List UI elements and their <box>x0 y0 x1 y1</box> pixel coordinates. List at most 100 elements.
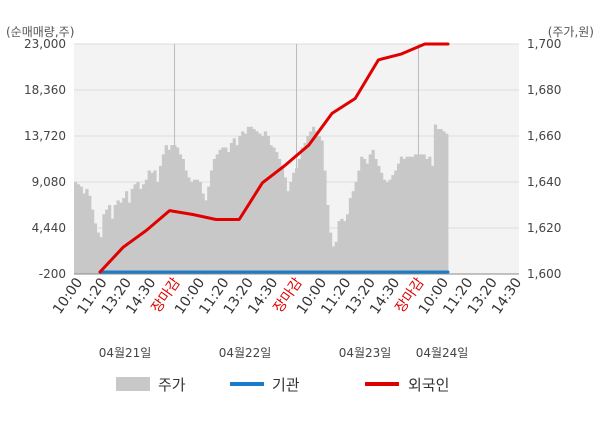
price-bar <box>122 198 126 274</box>
price-bar <box>96 232 100 274</box>
price-bar <box>411 156 415 274</box>
price-bar <box>246 126 251 274</box>
right-tick-label: 1,600 <box>527 267 561 281</box>
price-bar <box>312 126 316 274</box>
price-bar <box>280 168 285 274</box>
price-bar <box>85 188 89 274</box>
price-bar <box>156 182 160 274</box>
price-bar <box>252 129 256 274</box>
price-bar <box>204 200 208 274</box>
price-bar <box>408 156 412 274</box>
price-bar <box>422 154 426 274</box>
price-bar <box>337 221 341 274</box>
price-bar <box>382 179 387 274</box>
legend: 주가 기관 외국인 <box>116 376 449 394</box>
price-bar <box>235 145 239 274</box>
price-bar <box>113 205 117 274</box>
legend-swatch-price <box>116 377 150 391</box>
price-bar <box>329 232 333 274</box>
price-bar <box>263 131 268 274</box>
price-bar <box>436 129 440 274</box>
price-bar <box>241 131 245 274</box>
price-bar <box>331 246 336 274</box>
legend-label-foreign: 외국인 <box>408 376 449 394</box>
left-tick-label: 9,080 <box>32 175 66 189</box>
price-bar <box>439 129 443 274</box>
price-bar <box>258 133 262 274</box>
price-bar <box>227 152 231 274</box>
price-bar <box>363 159 367 274</box>
price-bar <box>317 136 321 274</box>
price-bar <box>144 179 149 274</box>
price-bar <box>419 154 423 274</box>
price-bar <box>201 193 205 274</box>
price-bar <box>110 218 115 274</box>
price-bar <box>269 145 273 274</box>
price-bar <box>218 149 222 274</box>
price-bar <box>125 191 129 274</box>
right-tick-label: 1,680 <box>527 83 561 97</box>
price-bar <box>371 149 375 274</box>
left-tick-label: 13,720 <box>24 129 66 143</box>
price-bar <box>215 154 219 274</box>
price-bar <box>442 131 446 274</box>
price-bar <box>343 221 347 274</box>
price-bar <box>116 200 120 274</box>
date-label: 04월21일 <box>99 346 152 360</box>
price-bar <box>314 131 319 274</box>
price-bar <box>238 136 242 274</box>
price-bar <box>136 182 140 274</box>
date-label: 04월24일 <box>416 346 469 360</box>
price-bar <box>91 209 95 274</box>
price-bar <box>306 136 310 274</box>
price-bar <box>368 154 372 274</box>
price-bar <box>433 124 438 274</box>
price-bar <box>374 159 378 274</box>
price-bar <box>266 136 270 274</box>
price-bar <box>297 159 302 274</box>
date-labels: 04월21일 04월22일 04월23일 04월24일 <box>99 346 469 360</box>
price-bar <box>105 209 109 274</box>
right-axis-unit-label: (주가,원) <box>548 25 594 39</box>
price-bar <box>76 184 81 274</box>
price-bar <box>360 156 364 274</box>
price-bar <box>303 142 307 274</box>
price-bar <box>193 179 197 274</box>
legend-swatch-institution <box>230 382 264 386</box>
left-tick-label: -200 <box>39 267 66 281</box>
price-bar <box>399 156 404 274</box>
price-bar <box>326 205 330 274</box>
price-bar <box>431 165 435 274</box>
price-bar <box>380 172 384 274</box>
left-axis-unit-label: (순매매량,주) <box>6 25 74 39</box>
price-bar <box>232 138 236 274</box>
price-bar <box>289 182 293 274</box>
price-bar <box>283 177 287 274</box>
price-bar <box>187 177 191 274</box>
price-bar <box>142 184 146 274</box>
price-bar <box>190 182 194 274</box>
left-tick-label: 4,440 <box>32 221 66 235</box>
price-bar <box>354 182 358 274</box>
price-bar <box>425 159 429 274</box>
price-bar <box>275 152 279 274</box>
x-axis-ticks: 10:0011:2013:2014:30장마감10:0011:2013:2014… <box>50 275 525 317</box>
price-bar <box>139 188 143 274</box>
price-bar <box>405 156 409 274</box>
price-bar <box>147 170 151 274</box>
price-bar <box>130 188 134 274</box>
price-bar <box>292 172 296 274</box>
right-tick-label: 1,660 <box>527 129 561 143</box>
price-bar <box>127 202 132 274</box>
price-bar <box>309 131 313 274</box>
price-bar <box>416 154 421 274</box>
price-bar <box>195 179 200 274</box>
price-bar <box>93 223 98 274</box>
price-bar <box>391 175 395 274</box>
price-bar <box>340 218 344 274</box>
price-bar <box>164 145 168 274</box>
price-bar <box>286 191 290 274</box>
price-bar <box>428 156 432 274</box>
price-bar <box>173 145 177 274</box>
price-bar <box>102 214 106 274</box>
